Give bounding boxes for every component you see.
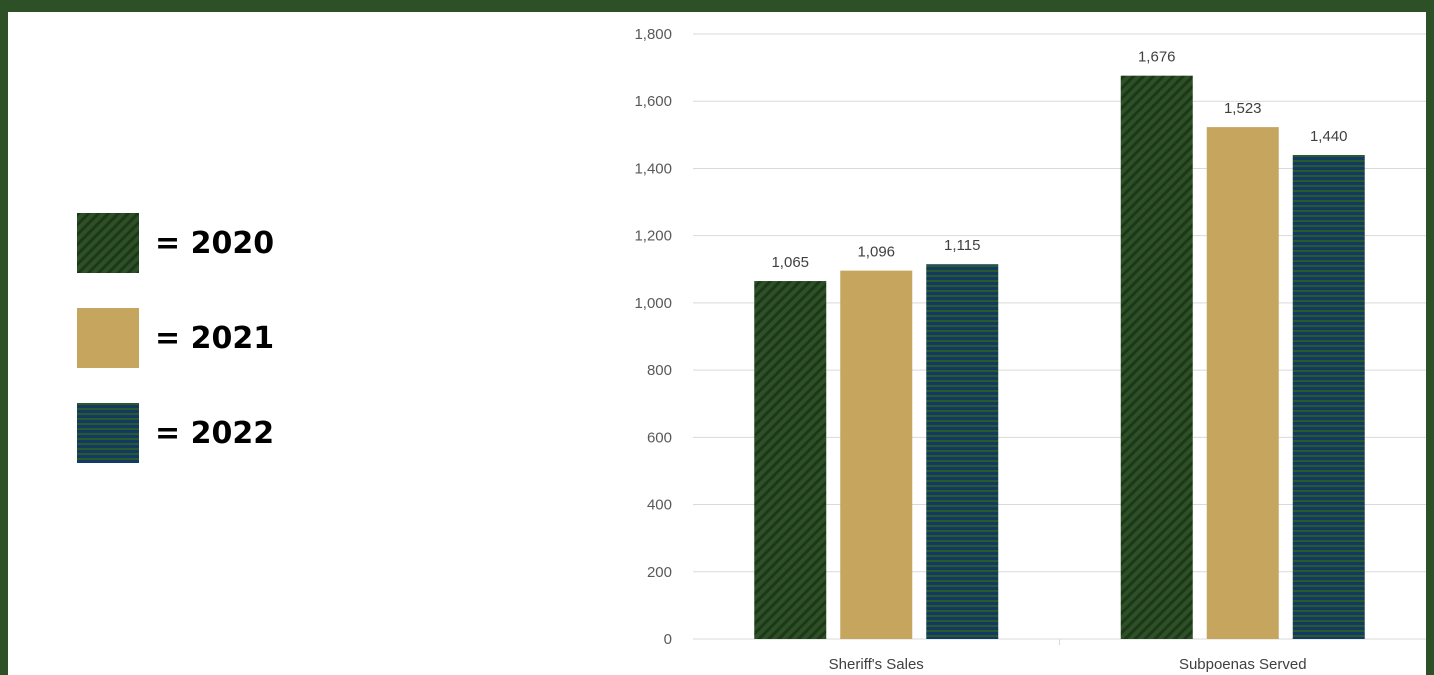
- legend-swatch-2022: [77, 403, 139, 463]
- legend-label-2021: = 2021: [155, 320, 275, 356]
- y-tick-label: 1,400: [634, 160, 672, 177]
- legend: = 2020 = 2021 = 2022: [77, 213, 274, 498]
- data-label: 1,065: [771, 254, 809, 271]
- y-tick-label: 1,200: [634, 228, 672, 245]
- legend-item-2020: = 2020: [77, 213, 274, 273]
- legend-item-2021: = 2021: [77, 308, 274, 368]
- y-tick-label: 200: [647, 564, 672, 581]
- x-category-label: Sheriff's Sales: [829, 656, 924, 673]
- y-tick-label: 600: [647, 429, 672, 446]
- y-tick-label: 1,000: [634, 295, 672, 312]
- data-label: 1,096: [857, 244, 895, 261]
- legend-label-2022: = 2022: [155, 415, 275, 451]
- y-tick-label: 400: [647, 497, 672, 514]
- y-tick-label: 1,800: [634, 26, 672, 43]
- legend-item-2022: = 2022: [77, 403, 274, 463]
- y-tick-label: 1,600: [634, 93, 672, 110]
- bar-1-1: [1206, 127, 1279, 639]
- bar-0-0: [754, 281, 827, 639]
- x-category-label: Subpoenas Served: [1179, 656, 1307, 673]
- data-label: 1,676: [1138, 49, 1176, 66]
- data-label: 1,523: [1224, 100, 1262, 117]
- y-tick-label: 800: [647, 362, 672, 379]
- bar-2-1: [1292, 155, 1365, 639]
- legend-swatch-2020: [77, 213, 139, 273]
- data-label: 1,440: [1310, 128, 1348, 145]
- bar-1-0: [840, 270, 913, 639]
- bar-2-0: [926, 264, 999, 639]
- legend-label-2020: = 2020: [155, 225, 275, 261]
- legend-swatch-2021: [77, 308, 139, 368]
- bar-0-1: [1120, 75, 1193, 639]
- y-tick-label: 0: [664, 631, 672, 648]
- data-label: 1,115: [944, 237, 980, 254]
